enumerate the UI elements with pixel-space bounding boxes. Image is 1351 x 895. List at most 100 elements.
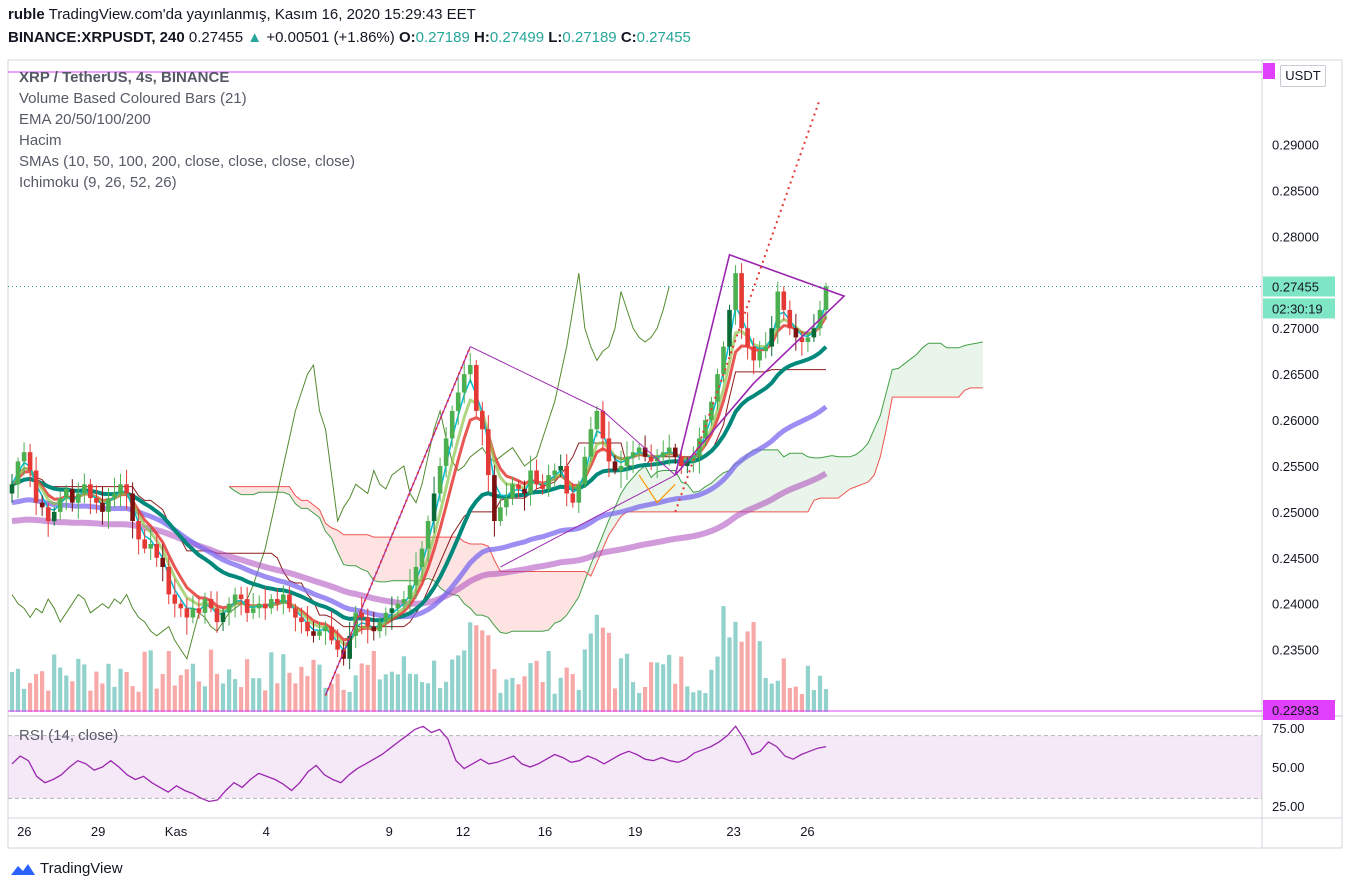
- cloud-segment: [627, 477, 634, 512]
- cloud-segment: [241, 486, 248, 495]
- cloud-segment: [265, 486, 272, 493]
- cloud-segment: [952, 347, 959, 398]
- legend-volume-bars[interactable]: Volume Based Coloured Bars (21): [19, 90, 247, 107]
- volume-bar: [456, 655, 461, 712]
- candle-body: [648, 456, 654, 462]
- candle-body: [214, 608, 220, 623]
- candle-body: [534, 470, 539, 485]
- volume-bar: [82, 664, 87, 712]
- volume-bar: [239, 687, 244, 712]
- tradingview-logo-icon: [11, 863, 35, 875]
- candle-body: [220, 612, 226, 622]
- candle-body: [570, 493, 576, 503]
- price-axis[interactable]: 0.290000.285000.280000.275000.270000.265…: [1272, 138, 1319, 658]
- candle-body: [112, 493, 117, 499]
- volume-bar: [432, 660, 437, 712]
- legend-volume[interactable]: Hacim: [19, 132, 62, 149]
- legend-ichimoku[interactable]: Ichimoku (9, 26, 52, 26): [19, 174, 177, 191]
- candle-body: [407, 585, 413, 600]
- indicator-legend: XRP / TetherUS, 4s, BINANCE Volume Based…: [19, 67, 355, 193]
- candle-body: [371, 626, 377, 632]
- volume-bar: [679, 656, 684, 712]
- candle-body: [9, 484, 15, 494]
- volume-bar: [600, 627, 605, 712]
- candle-body: [588, 429, 594, 457]
- candle-body: [160, 557, 165, 567]
- candle-body: [504, 498, 509, 508]
- volume-bar: [401, 656, 406, 712]
- volume-bar: [655, 662, 660, 712]
- volume-bar: [118, 668, 123, 712]
- volume-bar: [154, 688, 159, 712]
- candle-body: [437, 466, 443, 494]
- volume-bar: [823, 689, 829, 712]
- candle-body: [823, 286, 829, 310]
- time-axis[interactable]: 26 29 Kas 4 9 12 16 19 23 26: [17, 824, 815, 839]
- volume-bar: [142, 651, 147, 712]
- legend-sma[interactable]: SMAs (10, 50, 100, 200, close, close, cl…: [19, 153, 355, 170]
- time-tick-label: 26: [800, 824, 814, 839]
- candle-body: [136, 521, 141, 540]
- candle-body: [757, 351, 762, 361]
- volume-bar: [498, 692, 503, 712]
- candle-body: [76, 493, 81, 503]
- cloud-segment: [361, 534, 368, 572]
- candle-body: [721, 346, 726, 375]
- volume-bar: [468, 622, 473, 712]
- volume-bar: [136, 691, 141, 712]
- drawings[interactable]: [324, 98, 846, 696]
- volume-bar: [805, 665, 810, 712]
- candle-body: [184, 608, 190, 618]
- candle-body: [769, 328, 774, 347]
- candle-body: [365, 617, 371, 627]
- rsi-legend[interactable]: RSI (14, close): [19, 727, 119, 744]
- candle-body: [673, 447, 678, 457]
- candle-body: [118, 484, 123, 494]
- candle-body: [299, 617, 304, 622]
- candle-body: [335, 640, 340, 650]
- candle-body: [787, 309, 793, 329]
- candle-body: [775, 291, 781, 329]
- price-tick-label: 0.25000: [1272, 505, 1319, 520]
- volume-bar: [534, 660, 539, 712]
- cloud-segment: [488, 546, 495, 626]
- price-tick-label: 0.29000: [1272, 138, 1319, 153]
- candle-body: [781, 291, 787, 310]
- price-tick-label: 0.23500: [1272, 643, 1319, 658]
- ema-50-line: [10, 315, 828, 642]
- horizontal-lines[interactable]: [8, 71, 1262, 712]
- candle-body: [594, 410, 600, 430]
- cloud-segment: [675, 470, 682, 512]
- candle-body: [317, 631, 322, 636]
- volume-bar: [715, 656, 720, 712]
- volume-bar: [637, 692, 642, 712]
- pennant-flag: [674, 253, 846, 476]
- price-tick-label: 0.26500: [1272, 367, 1319, 382]
- candle-body: [263, 603, 268, 609]
- cloud-segment: [976, 341, 983, 388]
- rsi-tick-label: 75.00: [1272, 721, 1305, 736]
- volume-bar: [184, 669, 189, 712]
- candle-body: [618, 466, 624, 471]
- candles: [9, 263, 829, 670]
- candle-body: [811, 328, 817, 338]
- candle-body: [425, 521, 431, 549]
- tradingview-brand[interactable]: TradingView: [10, 860, 123, 877]
- currency-button[interactable]: USDT: [1280, 65, 1326, 87]
- rsi-line: [11, 725, 827, 803]
- cloud-segment: [850, 454, 857, 489]
- volume-bar: [594, 614, 599, 712]
- candle-body: [745, 328, 750, 347]
- volume-bar: [757, 641, 762, 712]
- legend-symbol[interactable]: XRP / TetherUS, 4s, BINANCE: [19, 69, 230, 86]
- volume-bar: [317, 664, 322, 712]
- candle-body: [763, 346, 768, 352]
- legend-ema[interactable]: EMA 20/50/100/200: [19, 111, 151, 128]
- volume-bar: [751, 622, 756, 712]
- cloud-segment: [379, 537, 386, 582]
- cloud-segment: [765, 449, 772, 512]
- author-name[interactable]: ruble: [8, 6, 45, 23]
- volume-bar: [220, 683, 226, 712]
- price-tags: 0.27455 02:30:19 0.22933: [1263, 63, 1335, 720]
